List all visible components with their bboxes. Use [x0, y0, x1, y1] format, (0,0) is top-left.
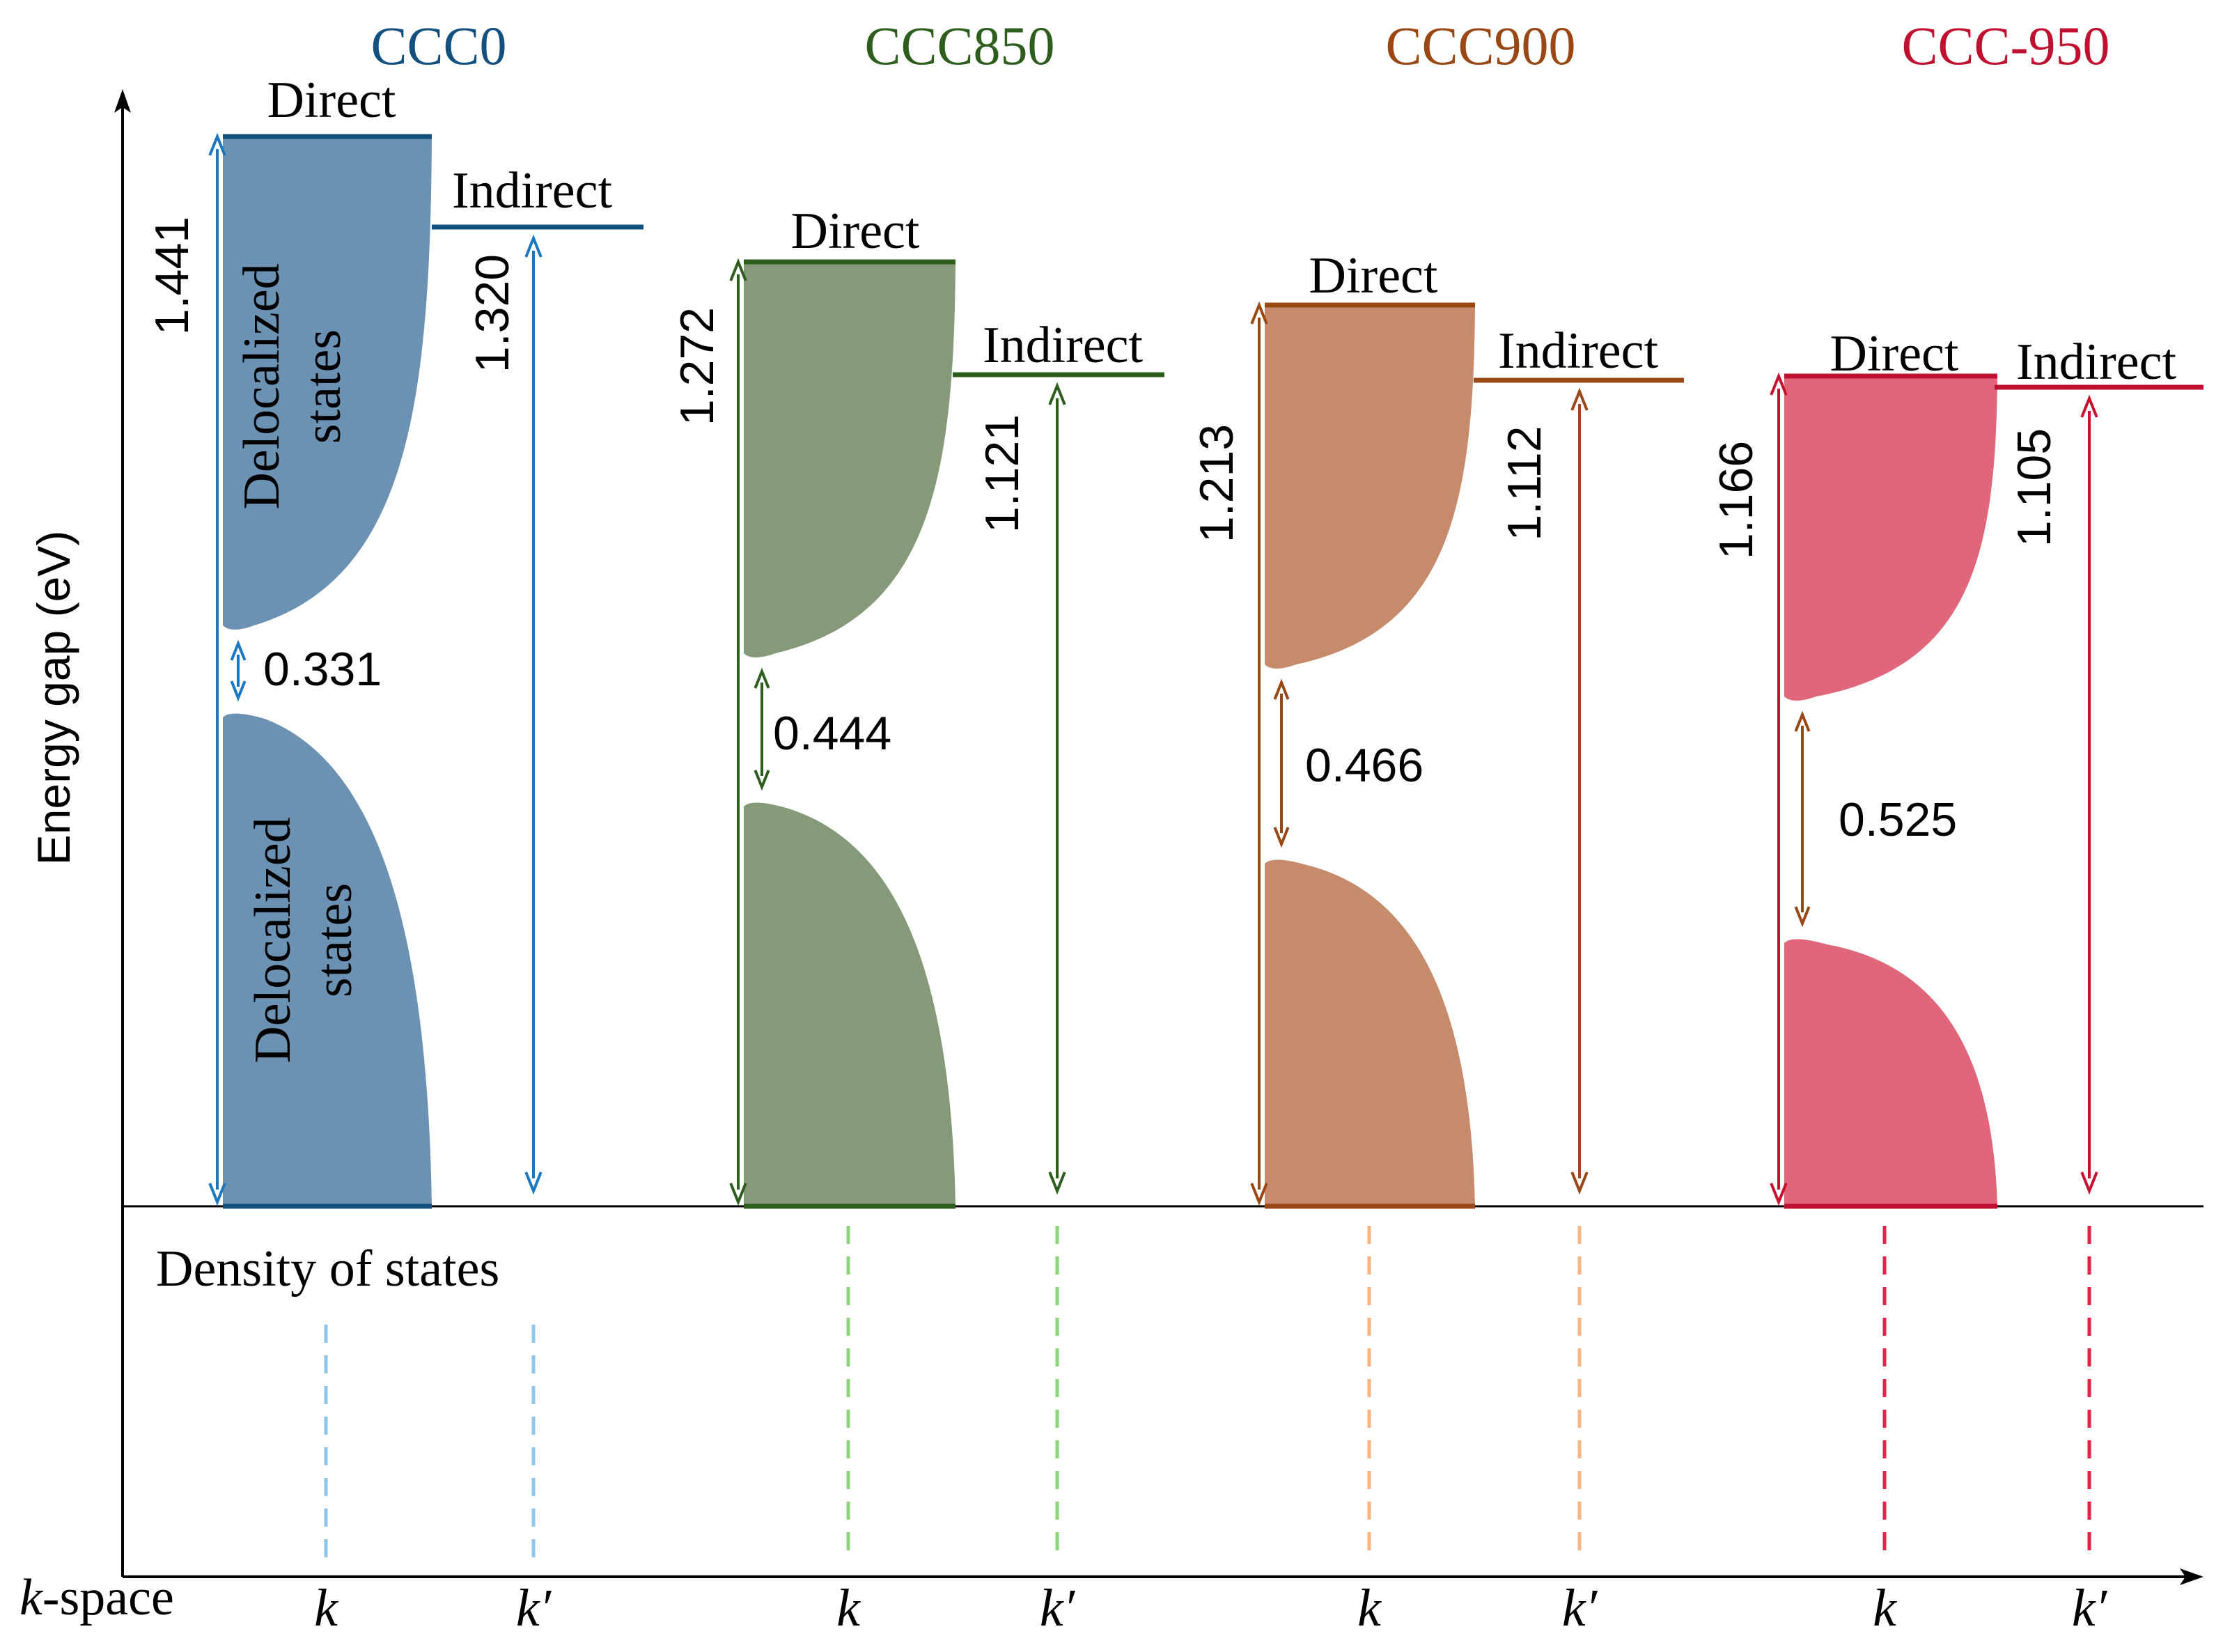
lower-band-shape — [744, 802, 956, 1206]
indirect-gap-arrow — [524, 234, 543, 1195]
direct-label: Direct — [267, 72, 396, 129]
mobility-gap-arrow — [1794, 710, 1811, 928]
sample-ccc900: CCC900 Direct Indirect 1.213 1.112 0.466 k k′ — [1190, 15, 1684, 1637]
mobility-gap-arrow-head-bottom — [230, 680, 247, 702]
direct-label: Direct — [791, 203, 920, 260]
mobility-gap-arrow-head-top — [1794, 710, 1811, 732]
sample-title: CCC0 — [370, 15, 506, 76]
mobility-gap-arrow — [1273, 678, 1290, 848]
upper-band-shape — [744, 262, 956, 657]
lower-band-shape — [223, 713, 432, 1206]
sample-title: CCC850 — [864, 15, 1054, 76]
lower-band-shape — [1784, 939, 1997, 1206]
indirect-gap-arrow — [1048, 382, 1066, 1195]
k-label: k — [1357, 1579, 1382, 1637]
indirect-label: Indirect — [983, 317, 1144, 374]
indirect-gap-arrow — [1570, 387, 1589, 1195]
direct-label: Direct — [1830, 325, 1959, 382]
indirect-gap-arrow-head-bottom — [1570, 1171, 1589, 1195]
kprime-label: k′ — [1040, 1579, 1076, 1637]
indirect-gap-arrow-head-top — [1048, 382, 1066, 405]
upper-states-word: states — [295, 329, 352, 444]
lower-band-shape — [1265, 859, 1475, 1206]
mobility-gap-arrow-head-bottom — [754, 770, 770, 791]
lower-delocalized-label: Delocalizedstates — [244, 817, 363, 1063]
direct-gap-arrow-head-top — [208, 132, 226, 156]
k-label: k — [314, 1579, 338, 1637]
upper-delocalized-label: Delocalizedstates — [233, 263, 352, 509]
mobility-gap-value: 0.331 — [263, 643, 382, 696]
direct-gap-value: 1.441 — [146, 217, 198, 335]
kprime-label: k′ — [516, 1579, 552, 1637]
direct-gap-arrow-head-bottom — [208, 1183, 226, 1206]
direct-gap-value: 1.272 — [671, 307, 724, 426]
axes: Energy gap (eV) Density of states k-spac… — [20, 89, 2204, 1626]
mobility-gap-arrow-head-bottom — [1273, 827, 1290, 848]
indirect-gap-value: 1.320 — [466, 254, 519, 373]
direct-gap-arrow — [729, 258, 747, 1206]
direct-gap-arrow-head-bottom — [1770, 1183, 1788, 1206]
indirect-gap-value: 1.105 — [2008, 428, 2061, 547]
direct-gap-value: 1.166 — [1710, 441, 1763, 559]
y-axis-arrowhead — [114, 89, 131, 113]
indirect-gap-arrow-head-bottom — [1048, 1171, 1066, 1195]
direct-gap-arrow-head-top — [1250, 301, 1268, 325]
indirect-gap-arrow-head-bottom — [2080, 1171, 2098, 1195]
x-axis-label: k-space — [20, 1569, 174, 1626]
indirect-gap-arrow-head-top — [524, 234, 543, 258]
mobility-gap-arrow-head-top — [1273, 678, 1290, 700]
direct-gap-arrow-head-top — [1770, 372, 1788, 396]
mobility-gap-arrow — [230, 639, 247, 702]
mobility-gap-arrow-head-top — [754, 667, 770, 689]
direct-gap-arrow-head-bottom — [729, 1183, 747, 1206]
direct-gap-arrow — [1250, 301, 1268, 1206]
mobility-gap-value: 0.525 — [1839, 793, 1957, 846]
sample-ccc850: CCC850 Direct Indirect 1.272 1.121 0.444 k k′ — [671, 15, 1164, 1637]
mobility-gap-arrow-head-bottom — [1794, 906, 1811, 928]
indirect-label: Indirect — [1498, 322, 1659, 380]
indirect-label: Indirect — [2016, 334, 2177, 391]
upper-band-shape — [1784, 376, 1997, 701]
mobility-gap-value: 0.444 — [773, 707, 891, 760]
sample-ccc-950: CCC-950 Direct Indirect 1.166 1.105 0.525 k k′ — [1710, 15, 2204, 1637]
direct-gap-arrow — [1770, 372, 1788, 1206]
indirect-gap-value: 1.121 — [976, 414, 1029, 533]
indirect-gap-arrow — [2080, 394, 2098, 1195]
sample-title: CCC-950 — [1901, 15, 2109, 76]
direct-gap-arrow — [208, 132, 226, 1206]
indirect-gap-arrow-head-top — [1570, 387, 1589, 411]
direct-gap-value: 1.213 — [1190, 424, 1243, 543]
x-axis-arrowhead — [2180, 1568, 2204, 1585]
indirect-gap-arrow-head-top — [2080, 394, 2098, 418]
direct-label: Direct — [1309, 247, 1438, 304]
direct-gap-arrow-head-top — [729, 258, 747, 281]
k-label: k — [1873, 1579, 1897, 1637]
kprime-label: k′ — [2072, 1579, 2108, 1637]
indirect-gap-arrow-head-bottom — [524, 1171, 543, 1195]
indirect-label: Indirect — [452, 162, 613, 219]
x-axis-label-space: -space — [42, 1569, 174, 1626]
upper-band-shape — [223, 137, 432, 630]
lower-states-word: states — [306, 883, 363, 997]
mobility-gap-arrow-head-top — [230, 639, 247, 661]
x-axis-label-k: k — [20, 1569, 43, 1626]
mobility-gap-arrow — [754, 667, 770, 791]
mobility-gap-value: 0.466 — [1305, 739, 1424, 792]
direct-gap-arrow-head-bottom — [1250, 1183, 1268, 1206]
dos-label: Density of states — [156, 1240, 499, 1298]
upper-delocalized-word: Delocalized — [233, 263, 290, 509]
lower-delocalized-word: Delocalized — [244, 817, 302, 1063]
indirect-gap-value: 1.112 — [1498, 426, 1551, 540]
sample-title: CCC900 — [1385, 15, 1575, 76]
upper-band-shape — [1265, 305, 1475, 669]
k-label: k — [836, 1579, 861, 1637]
kprime-label: k′ — [1562, 1579, 1598, 1637]
y-axis-label: Energy gap (eV) — [28, 531, 79, 866]
